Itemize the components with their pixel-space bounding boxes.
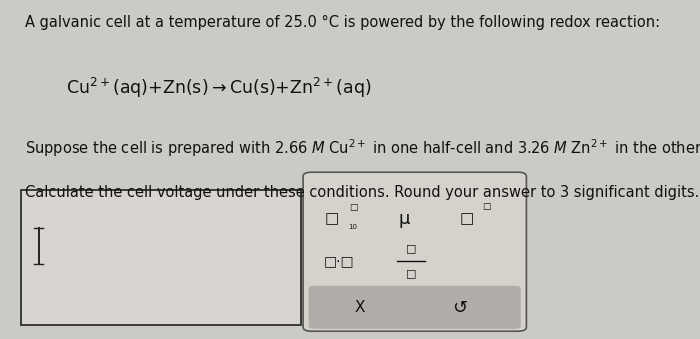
- Text: μ: μ: [399, 210, 410, 227]
- Text: □: □: [459, 211, 474, 226]
- FancyBboxPatch shape: [309, 286, 521, 329]
- Text: ↺: ↺: [452, 299, 467, 317]
- Text: Cu$^{2+}$(aq)+Zn(s)$\rightarrow$Cu(s)+Zn$^{2+}$(aq): Cu$^{2+}$(aq)+Zn(s)$\rightarrow$Cu(s)+Zn…: [66, 76, 372, 100]
- Text: □: □: [325, 211, 340, 226]
- Text: X: X: [355, 300, 365, 315]
- Text: □·□: □·□: [324, 254, 354, 268]
- Text: □: □: [406, 243, 416, 253]
- FancyBboxPatch shape: [303, 172, 526, 331]
- Bar: [21, 190, 301, 325]
- Text: □: □: [482, 202, 490, 211]
- Text: □: □: [406, 268, 416, 279]
- Text: Suppose the cell is prepared with 2.66 $\it{M}$ Cu$^{2+}$ in one half-cell and 3: Suppose the cell is prepared with 2.66 $…: [25, 137, 700, 159]
- Text: 10: 10: [349, 224, 358, 230]
- Text: □: □: [349, 203, 358, 212]
- Text: A galvanic cell at a temperature of 25.0 °C is powered by the following redox re: A galvanic cell at a temperature of 25.0…: [25, 15, 659, 30]
- Text: Calculate the cell voltage under these conditions. Round your answer to 3 signif: Calculate the cell voltage under these c…: [25, 185, 699, 200]
